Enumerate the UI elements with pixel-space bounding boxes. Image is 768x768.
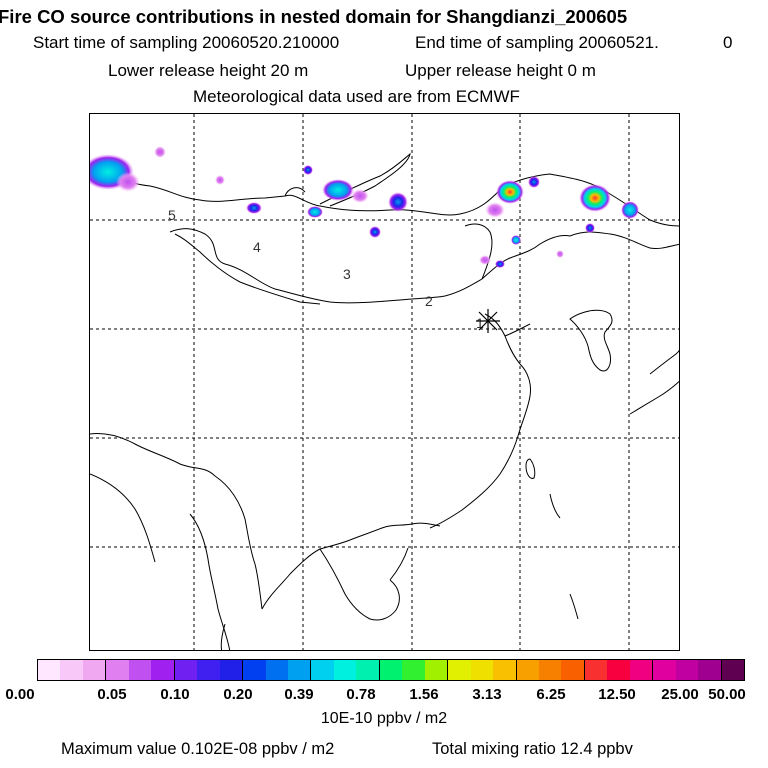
colorbar-segment (629, 660, 653, 680)
colorbar-segment (173, 660, 198, 680)
colorbar-tick-label: 50.00 (708, 686, 746, 703)
contour-label-4: 4 (253, 239, 261, 255)
colorbar-segment (402, 660, 425, 680)
colorbar-segment (105, 660, 129, 680)
colorbar-segment (310, 660, 334, 680)
colorbar-segment (470, 660, 494, 680)
colorbar-segment (720, 660, 745, 680)
contour-label-3: 3 (343, 266, 351, 282)
map-panel: 5 4 3 2 1 (89, 113, 680, 651)
lower-release-height: Lower release height 20 m (108, 61, 309, 80)
colorbar-tick-label: 0.39 (284, 686, 314, 703)
colorbar-segment (378, 660, 403, 680)
fire-co-plumes (90, 146, 639, 268)
colorbar-segment (219, 660, 243, 680)
colorbar-segment (583, 660, 608, 680)
contour-label-5: 5 (168, 207, 176, 223)
contour-labels: 5 4 3 2 1 (168, 207, 484, 331)
colorbar-segment (607, 660, 630, 680)
colorbar-segment (698, 660, 721, 680)
colorbar-segment (128, 660, 152, 680)
colorbar-segment (197, 660, 220, 680)
colorbar-tick-label: 0.05 (97, 686, 127, 703)
met-data-label: Meteorological data used are from ECMWF (193, 87, 520, 106)
colorbar-segment (356, 660, 379, 680)
colorbar-segment (38, 660, 61, 680)
colorbar-tick-label: 0.00 (5, 686, 35, 703)
colorbar-segment (447, 660, 471, 680)
map-title: Fire CO source contributions in nested d… (0, 6, 628, 27)
colorbar-segment (538, 660, 562, 680)
colorbar-segment (265, 660, 288, 680)
colorbar-segment (60, 660, 83, 680)
colorbar-segment (151, 660, 174, 680)
contour-label-2: 2 (425, 293, 433, 309)
map-canvas: 5 4 3 2 1 (90, 114, 679, 650)
colorbar-tick-label: 3.13 (472, 686, 502, 703)
end-time-value: 0 (723, 33, 733, 52)
colorbar-unit: 10E-10 ppbv / m2 (320, 710, 448, 727)
end-time-label: End time of sampling 20060521. (415, 33, 659, 52)
upper-release-height: Upper release height 0 m (405, 61, 596, 80)
colorbar-tick-label: 1.56 (409, 686, 439, 703)
colorbar-segment (287, 660, 311, 680)
colorbar-tick-label: 0.20 (223, 686, 253, 703)
colorbar-segment (652, 660, 676, 680)
colorbar-tick-label: 6.25 (536, 686, 566, 703)
colorbar-tick-label: 0.78 (346, 686, 376, 703)
colorbar-segment (493, 660, 516, 680)
colorbar-segment (515, 660, 539, 680)
colorbar-segment (82, 660, 106, 680)
colorbar-segment (333, 660, 357, 680)
contour-label-1: 1 (476, 315, 484, 331)
total-mixing-ratio-label: Total mixing ratio 12.4 ppbv (432, 740, 633, 758)
colorbar-segment (561, 660, 584, 680)
colorbar (37, 659, 745, 681)
colorbar-tick-label: 0.10 (160, 686, 190, 703)
colorbar-tick-label: 25.00 (661, 686, 699, 703)
receptor-star-icon (476, 309, 500, 333)
colorbar-segment (242, 660, 266, 680)
colorbar-tick-label: 12.50 (598, 686, 636, 703)
start-time-label: Start time of sampling 20060520.210000 (33, 33, 340, 52)
colorbar-segment (675, 660, 699, 680)
maximum-value-label: Maximum value 0.102E-08 ppbv / m2 (61, 740, 335, 758)
graticule (90, 114, 679, 650)
colorbar-segment (424, 660, 448, 680)
